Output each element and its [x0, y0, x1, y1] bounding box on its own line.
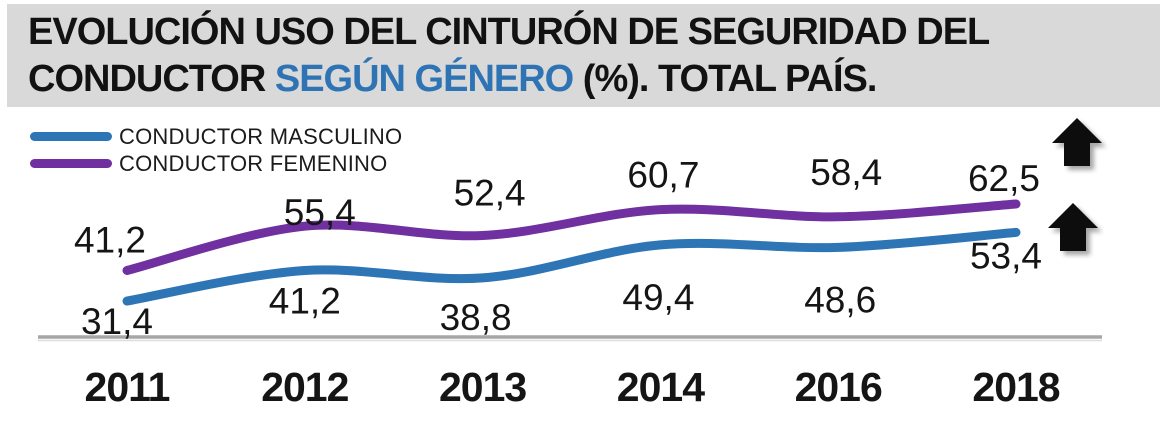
series-line-femenino	[122, 199, 1021, 275]
up-arrow-icon	[1048, 203, 1098, 251]
x-axis-label: 2016	[795, 364, 882, 410]
data-label: 31,4	[81, 301, 153, 342]
data-label: 49,4	[622, 277, 694, 318]
series-line-masculino	[122, 227, 1021, 306]
data-label: 41,2	[269, 280, 341, 321]
data-label: 48,6	[804, 279, 876, 320]
data-label: 53,4	[970, 235, 1042, 276]
title-bar: EVOLUCIÓN USO DEL CINTURÓN DE SEGURIDAD …	[7, 4, 1160, 107]
data-label: 60,7	[627, 155, 699, 196]
legend-label-masculino: CONDUCTOR MASCULINO	[119, 123, 403, 149]
data-label: 55,4	[284, 192, 356, 233]
masculino-line-swatch-icon	[30, 132, 112, 141]
x-axis-label: 2014	[617, 364, 705, 410]
up-arrow-icon	[1052, 118, 1102, 166]
legend-item-femenino: CONDUCTOR FEMENINO	[30, 150, 402, 177]
data-label: 38,8	[440, 297, 512, 338]
chart-title-line2-suffix: (%). TOTAL PAÍS.	[573, 58, 878, 100]
x-axis-label: 2012	[261, 364, 348, 410]
x-axis-label: 2018	[972, 364, 1059, 410]
legend-item-masculino: CONDUCTOR MASCULINO	[30, 123, 402, 150]
data-label: 41,2	[74, 219, 146, 260]
x-axis-label: 2013	[439, 364, 526, 410]
data-label: 62,5	[968, 158, 1040, 199]
legend-label-femenino: CONDUCTOR FEMENINO	[119, 150, 388, 176]
chart-title-line2-prefix: CONDUCTOR	[28, 58, 275, 100]
chart-title-highlight: SEGÚN GÉNERO	[274, 58, 574, 100]
legend: CONDUCTOR MASCULINO CONDUCTOR FEMENINO	[30, 123, 402, 177]
chart-title-line2: CONDUCTOR SEGÚN GÉNERO (%). TOTAL PAÍS.	[28, 56, 1160, 103]
chart-title-line1: EVOLUCIÓN USO DEL CINTURÓN DE SEGURIDAD …	[28, 11, 990, 53]
x-axis-label: 2011	[85, 364, 170, 410]
data-label: 58,4	[810, 152, 882, 193]
data-label: 52,4	[454, 173, 526, 214]
femenino-line-swatch-icon	[30, 159, 112, 168]
